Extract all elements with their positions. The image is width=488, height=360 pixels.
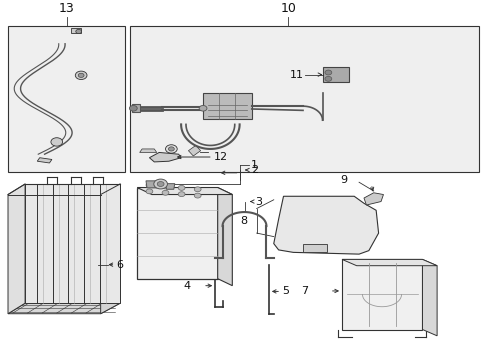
Circle shape — [75, 71, 87, 80]
Circle shape — [168, 147, 174, 151]
Polygon shape — [149, 152, 181, 162]
Circle shape — [194, 187, 201, 192]
Circle shape — [129, 105, 137, 111]
Polygon shape — [132, 104, 140, 112]
Polygon shape — [273, 196, 378, 254]
Circle shape — [178, 185, 184, 190]
Polygon shape — [37, 158, 52, 163]
Circle shape — [146, 183, 153, 188]
Polygon shape — [25, 184, 120, 303]
Polygon shape — [101, 184, 120, 314]
Text: 5: 5 — [282, 287, 289, 296]
Bar — [137, 188, 217, 279]
Text: 4: 4 — [183, 281, 190, 291]
Text: 2: 2 — [250, 165, 258, 175]
Polygon shape — [217, 188, 232, 286]
Circle shape — [199, 105, 206, 111]
Polygon shape — [8, 303, 120, 314]
Circle shape — [178, 192, 184, 197]
Circle shape — [325, 70, 331, 75]
Text: 11: 11 — [289, 69, 303, 80]
Bar — [322, 67, 348, 82]
Text: 7: 7 — [300, 286, 307, 296]
Polygon shape — [137, 188, 232, 194]
Polygon shape — [140, 149, 157, 152]
Bar — [8, 26, 125, 172]
Circle shape — [157, 181, 163, 186]
Polygon shape — [341, 260, 436, 266]
Circle shape — [76, 30, 81, 33]
Circle shape — [325, 76, 331, 81]
Bar — [341, 260, 422, 329]
Circle shape — [146, 189, 153, 194]
Text: 3: 3 — [255, 197, 262, 207]
Polygon shape — [165, 184, 174, 189]
Text: 12: 12 — [213, 152, 227, 162]
Polygon shape — [188, 145, 200, 156]
Circle shape — [162, 190, 168, 195]
Polygon shape — [303, 244, 327, 252]
Polygon shape — [8, 184, 25, 314]
Circle shape — [51, 138, 62, 146]
Text: 9: 9 — [340, 175, 347, 185]
Text: 6: 6 — [117, 260, 123, 270]
Circle shape — [194, 193, 201, 198]
Circle shape — [165, 145, 177, 153]
Text: 13: 13 — [59, 2, 74, 15]
Bar — [203, 93, 251, 119]
Circle shape — [162, 184, 168, 189]
Polygon shape — [363, 193, 383, 205]
Polygon shape — [422, 260, 436, 336]
Text: 10: 10 — [280, 2, 296, 15]
Bar — [130, 26, 478, 172]
Polygon shape — [71, 28, 81, 33]
Text: 1: 1 — [250, 160, 257, 170]
Polygon shape — [146, 181, 158, 188]
Circle shape — [78, 73, 84, 77]
Circle shape — [154, 179, 167, 189]
Text: 8: 8 — [239, 216, 246, 226]
